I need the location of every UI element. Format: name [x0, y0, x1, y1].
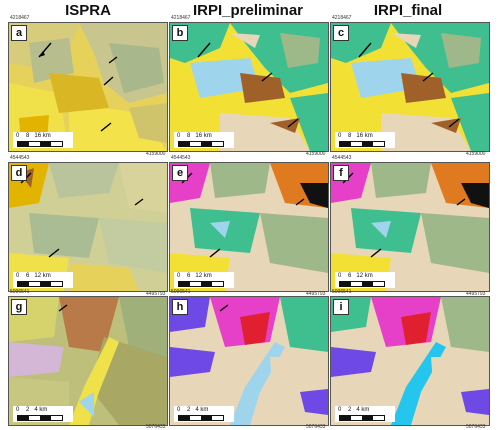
coord-top-h: 5096541 — [171, 289, 191, 295]
coord-br-e: 4495793 — [306, 291, 326, 297]
coord-br-c: 4159000 — [466, 151, 486, 157]
panel-label-i: i — [333, 299, 349, 315]
scale-bar-b: 0 8 16 km — [174, 132, 234, 148]
scale-bar-i: 0 2 4 km — [335, 406, 395, 422]
coord-top-g: 5096541 — [10, 289, 30, 295]
map-panel-c: c 0 8 16 km — [330, 22, 490, 152]
panel-label-d: d — [11, 165, 27, 181]
map-panel-h: h 0 2 4 km — [169, 296, 329, 426]
panel-label-g: g — [11, 299, 27, 315]
column-title-irpi-preliminar: IRPI_preliminar — [192, 2, 304, 19]
coord-br-h: 5076433 — [306, 424, 326, 430]
map-c-svg — [331, 23, 489, 151]
map-panel-d: d 0 6 12 km — [8, 162, 168, 292]
panel-label-h: h — [172, 299, 188, 315]
coord-top-b: 4218467 — [171, 15, 191, 21]
map-panel-g: g 0 2 4 km — [8, 296, 168, 426]
map-f-svg — [331, 163, 489, 291]
panel-label-a: a — [11, 25, 27, 41]
panel-label-e: e — [172, 165, 188, 181]
map-panel-i: i 0 2 4 km — [330, 296, 490, 426]
map-g-svg — [9, 297, 167, 425]
scale-bar-d: 0 6 12 km — [13, 272, 73, 288]
coord-br-a: 4159000 — [146, 151, 166, 157]
map-b-svg — [170, 23, 328, 151]
scale-bar-h: 0 2 4 km — [174, 406, 234, 422]
map-panel-a: a 0 8 16 km — [8, 22, 168, 152]
coord-top-d: 4544543 — [10, 155, 30, 161]
scale-bar-e: 0 6 12 km — [174, 272, 234, 288]
panel-label-c: c — [333, 25, 349, 41]
coord-br-i: 5076433 — [466, 424, 486, 430]
map-h-svg — [170, 297, 328, 425]
map-panel-f: f 0 6 12 km — [330, 162, 490, 292]
coord-top-e: 4544543 — [171, 155, 191, 161]
scale-bar-c: 0 8 16 km — [335, 132, 395, 148]
column-title-ispra: ISPRA — [65, 2, 111, 19]
coord-br-f: 4495793 — [466, 291, 486, 297]
panel-label-f: f — [333, 165, 349, 181]
scale-bar-a: 0 8 16 km — [13, 132, 73, 148]
map-e-svg — [170, 163, 328, 291]
coord-top-a: 4218467 — [10, 15, 30, 21]
coord-top-c: 4218467 — [332, 15, 352, 21]
coord-br-d: 4495793 — [146, 291, 166, 297]
coord-br-b: 4159000 — [306, 151, 326, 157]
map-panel-e: e 0 6 12 km — [169, 162, 329, 292]
column-title-irpi-final: IRPI_final — [373, 2, 443, 19]
map-panel-b: b 0 8 16 km — [169, 22, 329, 152]
scale-bar-f: 0 6 12 km — [335, 272, 395, 288]
panel-label-b: b — [172, 25, 188, 41]
coord-br-g: 5076433 — [146, 424, 166, 430]
coord-top-f: 4544543 — [332, 155, 352, 161]
map-i-svg — [331, 297, 489, 425]
scale-bar-g: 0 2 4 km — [13, 406, 73, 422]
map-a-svg — [9, 23, 167, 151]
coord-top-i: 5096541 — [332, 289, 352, 295]
